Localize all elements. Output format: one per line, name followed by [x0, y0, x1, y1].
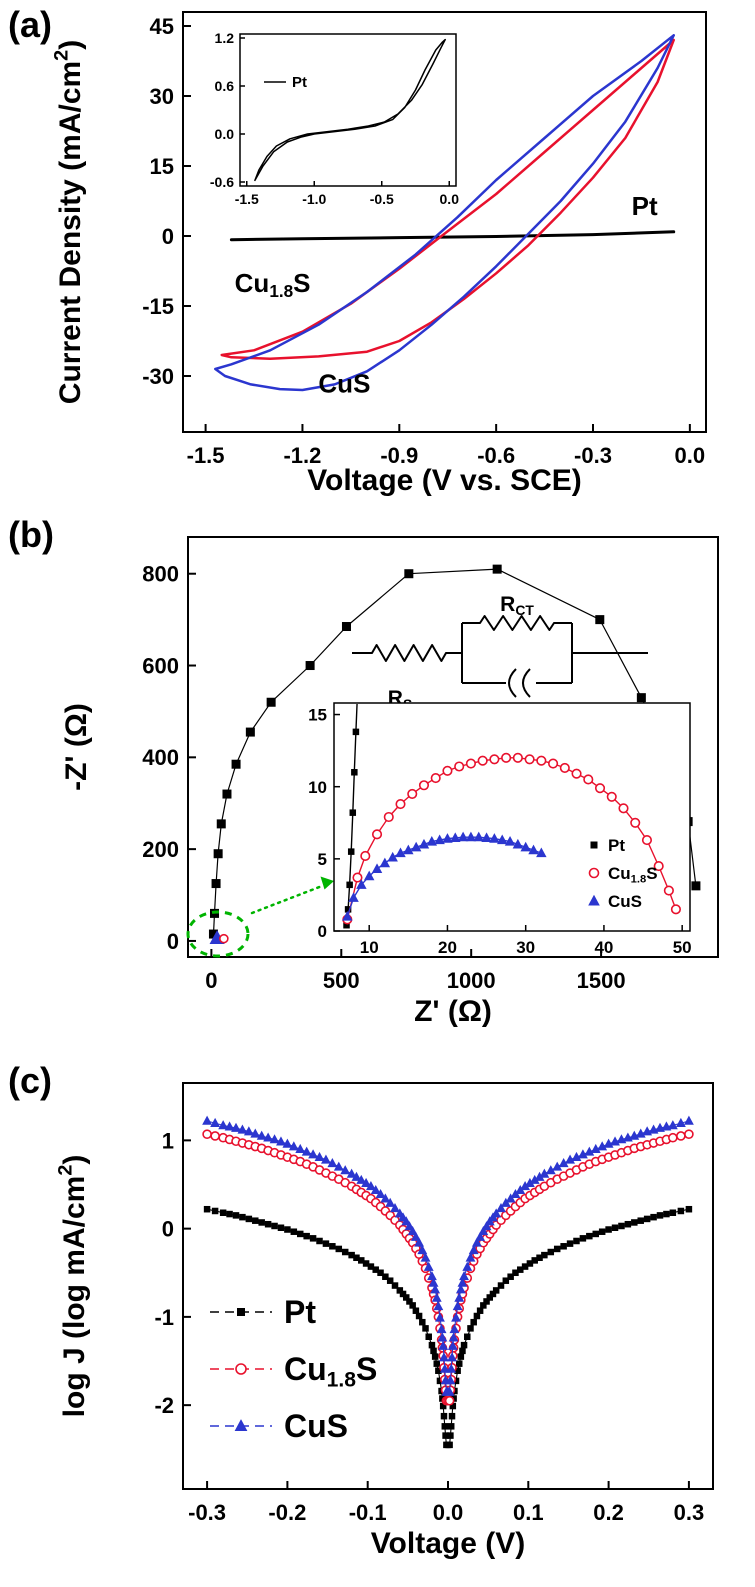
svg-text:Cu1.8S: Cu1.8S	[608, 864, 658, 885]
svg-text:0.0: 0.0	[433, 1500, 464, 1525]
svg-text:50: 50	[673, 938, 692, 957]
svg-text:CuS: CuS	[608, 892, 642, 911]
svg-text:-0.1: -0.1	[349, 1500, 387, 1525]
svg-text:0: 0	[318, 922, 327, 941]
svg-text:0.0: 0.0	[215, 126, 235, 142]
cv-axes: -1.5 -1.2 -0.9 -0.6 -0.3 0.0 -30 -15 0 15 30 45 Volt…	[50, 11, 707, 497]
origin-cluster-markers	[209, 930, 229, 945]
svg-text:20: 20	[438, 938, 457, 957]
svg-text:Pt: Pt	[608, 836, 625, 855]
panel-c-tafel-chart: -0.3 -0.2 -0.1 0.0 0.1 0.2 0.3 -2 -1 0 1 Voltage (V…	[54, 1082, 714, 1560]
svg-text:-30: -30	[142, 364, 174, 389]
svg-text:0.6: 0.6	[215, 78, 235, 94]
svg-text:200: 200	[142, 837, 179, 862]
nyquist-inset-legend: Pt Cu1.8S CuS	[588, 836, 658, 911]
svg-text:1000: 1000	[447, 968, 496, 993]
svg-text:-0.5: -0.5	[370, 191, 394, 207]
svg-text:800: 800	[142, 562, 179, 587]
svg-text:-1.5: -1.5	[235, 191, 259, 207]
svg-text:0.0: 0.0	[675, 443, 706, 468]
svg-text:-0.6: -0.6	[210, 174, 234, 190]
cv-annotations: Pt Cu1.8S CuS	[235, 191, 658, 398]
svg-text:-1: -1	[154, 1305, 174, 1330]
svg-text:-15: -15	[142, 294, 174, 319]
svg-text:RCT: RCT	[500, 593, 534, 618]
svg-text:-0.9: -0.9	[380, 443, 418, 468]
highlight-ellipse	[186, 910, 250, 958]
svg-text:Voltage (V vs. SCE): Voltage (V vs. SCE)	[307, 464, 582, 497]
panel-a-cv-chart: -1.5 -1.2 -0.9 -0.6 -0.3 0.0 -30 -15 0 15 30 45 Volt…	[50, 11, 707, 497]
svg-text:0.0: 0.0	[440, 191, 460, 207]
cpe-arc-2	[522, 668, 531, 698]
svg-text:-2: -2	[154, 1393, 174, 1418]
svg-text:CuS: CuS	[284, 1408, 348, 1444]
svg-text:-0.3: -0.3	[188, 1500, 226, 1525]
svg-text:CuS: CuS	[318, 368, 370, 398]
svg-text:-0.2: -0.2	[268, 1500, 306, 1525]
svg-text:10: 10	[308, 778, 327, 797]
svg-text:Pt: Pt	[284, 1294, 316, 1330]
svg-text:1500: 1500	[577, 968, 626, 993]
tafel-series	[202, 1115, 694, 1449]
tafel-axes: -0.3 -0.2 -0.1 0.0 0.1 0.2 0.3 -2 -1 0 1 Voltage (V…	[54, 1082, 714, 1560]
svg-text:45: 45	[150, 14, 174, 39]
svg-text:1: 1	[162, 1128, 174, 1153]
panel-a-label: (a)	[8, 4, 52, 45]
svg-text:-1.5: -1.5	[187, 443, 225, 468]
svg-text:-Z' (Ω): -Z' (Ω)	[60, 703, 93, 791]
svg-text:Cu1.8S: Cu1.8S	[284, 1351, 377, 1391]
svg-text:0.3: 0.3	[674, 1500, 705, 1525]
panel-b-label: (b)	[8, 514, 54, 555]
nyquist-inset: 10 20 30 40 50 0 5 10 15	[308, 702, 692, 957]
svg-text:0.1: 0.1	[513, 1500, 544, 1525]
svg-text:0: 0	[167, 929, 179, 954]
svg-text:-0.3: -0.3	[574, 443, 612, 468]
svg-text:40: 40	[594, 938, 613, 957]
origin-highlight	[186, 876, 334, 958]
svg-text:Voltage (V): Voltage (V)	[371, 1527, 525, 1560]
svg-text:1.2: 1.2	[215, 30, 235, 46]
svg-text:0: 0	[162, 224, 174, 249]
svg-text:-1.2: -1.2	[283, 443, 321, 468]
svg-text:Cu1.8S: Cu1.8S	[235, 268, 311, 301]
svg-text:-0.6: -0.6	[477, 443, 515, 468]
cv-inset: -1.5 -1.0 -0.5 0.0 -0.6 0.0 0.6 1.2 Pt	[210, 30, 459, 207]
svg-text:Pt: Pt	[292, 74, 307, 91]
cv-series	[214, 34, 676, 392]
svg-text:10: 10	[360, 938, 379, 957]
svg-text:15: 15	[308, 706, 327, 725]
cpe-arc-1	[508, 668, 517, 698]
svg-text:400: 400	[142, 745, 179, 770]
svg-text:15: 15	[150, 154, 174, 179]
svg-text:5: 5	[318, 850, 327, 869]
svg-text:0: 0	[205, 968, 217, 993]
svg-text:-1.0: -1.0	[302, 191, 326, 207]
svg-text:600: 600	[142, 653, 179, 678]
nyquist-inset-series	[342, 704, 681, 929]
svg-text:Current Density (mA/cm2): Current Density (mA/cm2)	[50, 40, 87, 404]
tafel-legend: Pt Cu1.8S CuS	[210, 1294, 377, 1444]
zoom-arrow-line	[250, 884, 324, 915]
zoom-arrow-head	[320, 876, 334, 890]
svg-text:0.2: 0.2	[593, 1500, 624, 1525]
svg-text:log J (log mA/cm2): log J (log mA/cm2)	[54, 1155, 91, 1418]
panel-c-label: (c)	[8, 1060, 52, 1101]
svg-text:Pt: Pt	[632, 191, 658, 221]
svg-text:500: 500	[323, 968, 360, 993]
svg-text:30: 30	[150, 84, 174, 109]
svg-text:30: 30	[516, 938, 535, 957]
svg-text:0: 0	[162, 1217, 174, 1242]
svg-text:Z' (Ω): Z' (Ω)	[414, 995, 492, 1028]
